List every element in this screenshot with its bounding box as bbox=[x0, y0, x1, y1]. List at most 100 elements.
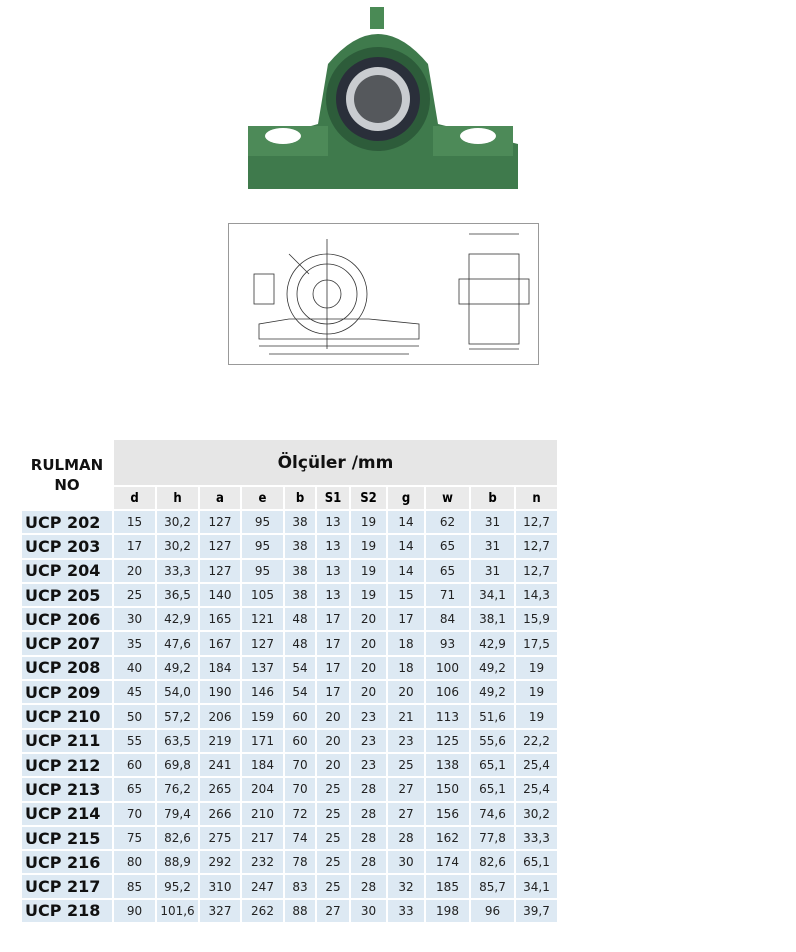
dimension-cell: 27 bbox=[388, 778, 424, 801]
dimension-cell: 80 bbox=[114, 851, 155, 874]
dimension-cell: 19 bbox=[351, 559, 386, 582]
dimension-cell: 266 bbox=[200, 802, 240, 825]
dimension-cell: 17,5 bbox=[516, 632, 557, 655]
dimension-cell: 23 bbox=[351, 705, 386, 728]
dimension-cell: 146 bbox=[242, 681, 283, 704]
dimension-cell: 93 bbox=[426, 632, 469, 655]
dimension-cell: 100 bbox=[426, 656, 469, 680]
table-row: UCP 207 35 47,6 167 127 48 17 20 18 93 42,9 17,5 bbox=[22, 632, 557, 655]
table-row: UCP 210 50 57,2 206 159 60 20 23 21 113 51,6 19 bbox=[22, 705, 557, 728]
dimension-cell: 19 bbox=[516, 681, 557, 704]
dimension-cell: 28 bbox=[388, 826, 424, 850]
dimension-cell: 49,2 bbox=[471, 656, 514, 680]
bearing-no: UCP 207 bbox=[22, 632, 112, 655]
dimension-cell: 121 bbox=[242, 608, 283, 631]
dimension-cell: 14 bbox=[388, 559, 424, 582]
dimension-cell: 42,9 bbox=[157, 608, 198, 631]
dimension-cell: 25 bbox=[317, 875, 349, 898]
dimension-cell: 70 bbox=[114, 802, 155, 825]
dimension-cell: 190 bbox=[200, 681, 240, 704]
dimension-cell: 54,0 bbox=[157, 681, 198, 704]
dimension-cell: 127 bbox=[200, 559, 240, 582]
column-header: S1 bbox=[317, 487, 349, 509]
dimension-cell: 106 bbox=[426, 681, 469, 704]
bearing-no: UCP 213 bbox=[22, 778, 112, 801]
dimension-cell: 19 bbox=[516, 656, 557, 680]
dimension-cell: 34,1 bbox=[471, 583, 514, 607]
dimension-cell: 84 bbox=[426, 608, 469, 631]
dimension-cell: 95 bbox=[242, 511, 283, 534]
column-header: b bbox=[285, 487, 315, 509]
bearing-no: UCP 205 bbox=[22, 583, 112, 607]
bearing-no-header: RULMAN NO bbox=[22, 440, 112, 509]
dimension-cell: 23 bbox=[351, 729, 386, 752]
column-header: w bbox=[426, 487, 469, 509]
dimension-cell: 18 bbox=[388, 656, 424, 680]
dimension-cell: 38 bbox=[285, 583, 315, 607]
dimension-cell: 33 bbox=[388, 899, 424, 923]
dimension-cell: 27 bbox=[388, 802, 424, 825]
column-header: a bbox=[200, 487, 240, 509]
header-line-2: NO bbox=[54, 475, 80, 494]
dimension-cell: 38,1 bbox=[471, 608, 514, 631]
table-row: UCP 218 90 101,6 327 262 88 27 30 33 198 96 39,7 bbox=[22, 899, 557, 923]
dimension-cell: 20 bbox=[351, 632, 386, 655]
dimension-cell: 74 bbox=[285, 826, 315, 850]
dimension-cell: 20 bbox=[351, 608, 386, 631]
dimension-cell: 28 bbox=[351, 826, 386, 850]
column-header: S2 bbox=[351, 487, 386, 509]
dimension-cell: 96 bbox=[471, 899, 514, 923]
dimension-cell: 156 bbox=[426, 802, 469, 825]
table-row: UCP 208 40 49,2 184 137 54 17 20 18 100 49,2 19 bbox=[22, 656, 557, 680]
dimension-cell: 51,6 bbox=[471, 705, 514, 728]
dimension-cell: 85,7 bbox=[471, 875, 514, 898]
dimension-cell: 25 bbox=[114, 583, 155, 607]
column-header: d bbox=[114, 487, 155, 509]
dimension-cell: 65,1 bbox=[471, 753, 514, 777]
dimension-cell: 78 bbox=[285, 851, 315, 874]
dimension-cell: 25,4 bbox=[516, 753, 557, 777]
dimension-cell: 17 bbox=[317, 608, 349, 631]
bearing-no: UCP 204 bbox=[22, 559, 112, 582]
dimension-cell: 72 bbox=[285, 802, 315, 825]
dimension-cell: 62 bbox=[426, 511, 469, 534]
dimension-cell: 88 bbox=[285, 899, 315, 923]
dimension-cell: 15,9 bbox=[516, 608, 557, 631]
dimension-cell: 17 bbox=[317, 656, 349, 680]
dimension-cell: 47,6 bbox=[157, 632, 198, 655]
dimension-cell: 71 bbox=[426, 583, 469, 607]
dimension-cell: 27 bbox=[317, 899, 349, 923]
table-row: UCP 215 75 82,6 275 217 74 25 28 28 162 77,8 33,3 bbox=[22, 826, 557, 850]
dimension-cell: 17 bbox=[317, 681, 349, 704]
dimension-cell: 247 bbox=[242, 875, 283, 898]
dimension-cell: 150 bbox=[426, 778, 469, 801]
bearing-no: UCP 218 bbox=[22, 899, 112, 923]
dimension-cell: 25 bbox=[317, 826, 349, 850]
dimension-cell: 17 bbox=[114, 535, 155, 558]
dimension-cell: 25 bbox=[317, 778, 349, 801]
dimension-cell: 25,4 bbox=[516, 778, 557, 801]
dimension-cell: 95 bbox=[242, 535, 283, 558]
dimension-cell: 88,9 bbox=[157, 851, 198, 874]
dimension-cell: 204 bbox=[242, 778, 283, 801]
dimension-cell: 167 bbox=[200, 632, 240, 655]
bearing-no: UCP 216 bbox=[22, 851, 112, 874]
table-row: UCP 212 60 69,8 241 184 70 20 23 25 138 65,1 25,4 bbox=[22, 753, 557, 777]
dimension-cell: 54 bbox=[285, 681, 315, 704]
dimension-cell: 232 bbox=[242, 851, 283, 874]
bearing-no: UCP 215 bbox=[22, 826, 112, 850]
dimension-cell: 13 bbox=[317, 559, 349, 582]
dimension-cell: 12,7 bbox=[516, 559, 557, 582]
dimension-cell: 198 bbox=[426, 899, 469, 923]
dimension-cell: 48 bbox=[285, 608, 315, 631]
dimension-cell: 60 bbox=[285, 705, 315, 728]
dimension-cell: 23 bbox=[388, 729, 424, 752]
header-line-1: RULMAN bbox=[30, 455, 104, 474]
dimension-cell: 32 bbox=[388, 875, 424, 898]
bearing-dimensions-table: RULMAN NO Ölçüler /mm d h a e b S1 S2 g w b n UCP 2… bbox=[20, 438, 559, 924]
dimension-cell: 22,2 bbox=[516, 729, 557, 752]
dimension-cell: 82,6 bbox=[471, 851, 514, 874]
dimension-cell: 20 bbox=[388, 681, 424, 704]
dimension-cell: 75 bbox=[114, 826, 155, 850]
dimension-cell: 262 bbox=[242, 899, 283, 923]
